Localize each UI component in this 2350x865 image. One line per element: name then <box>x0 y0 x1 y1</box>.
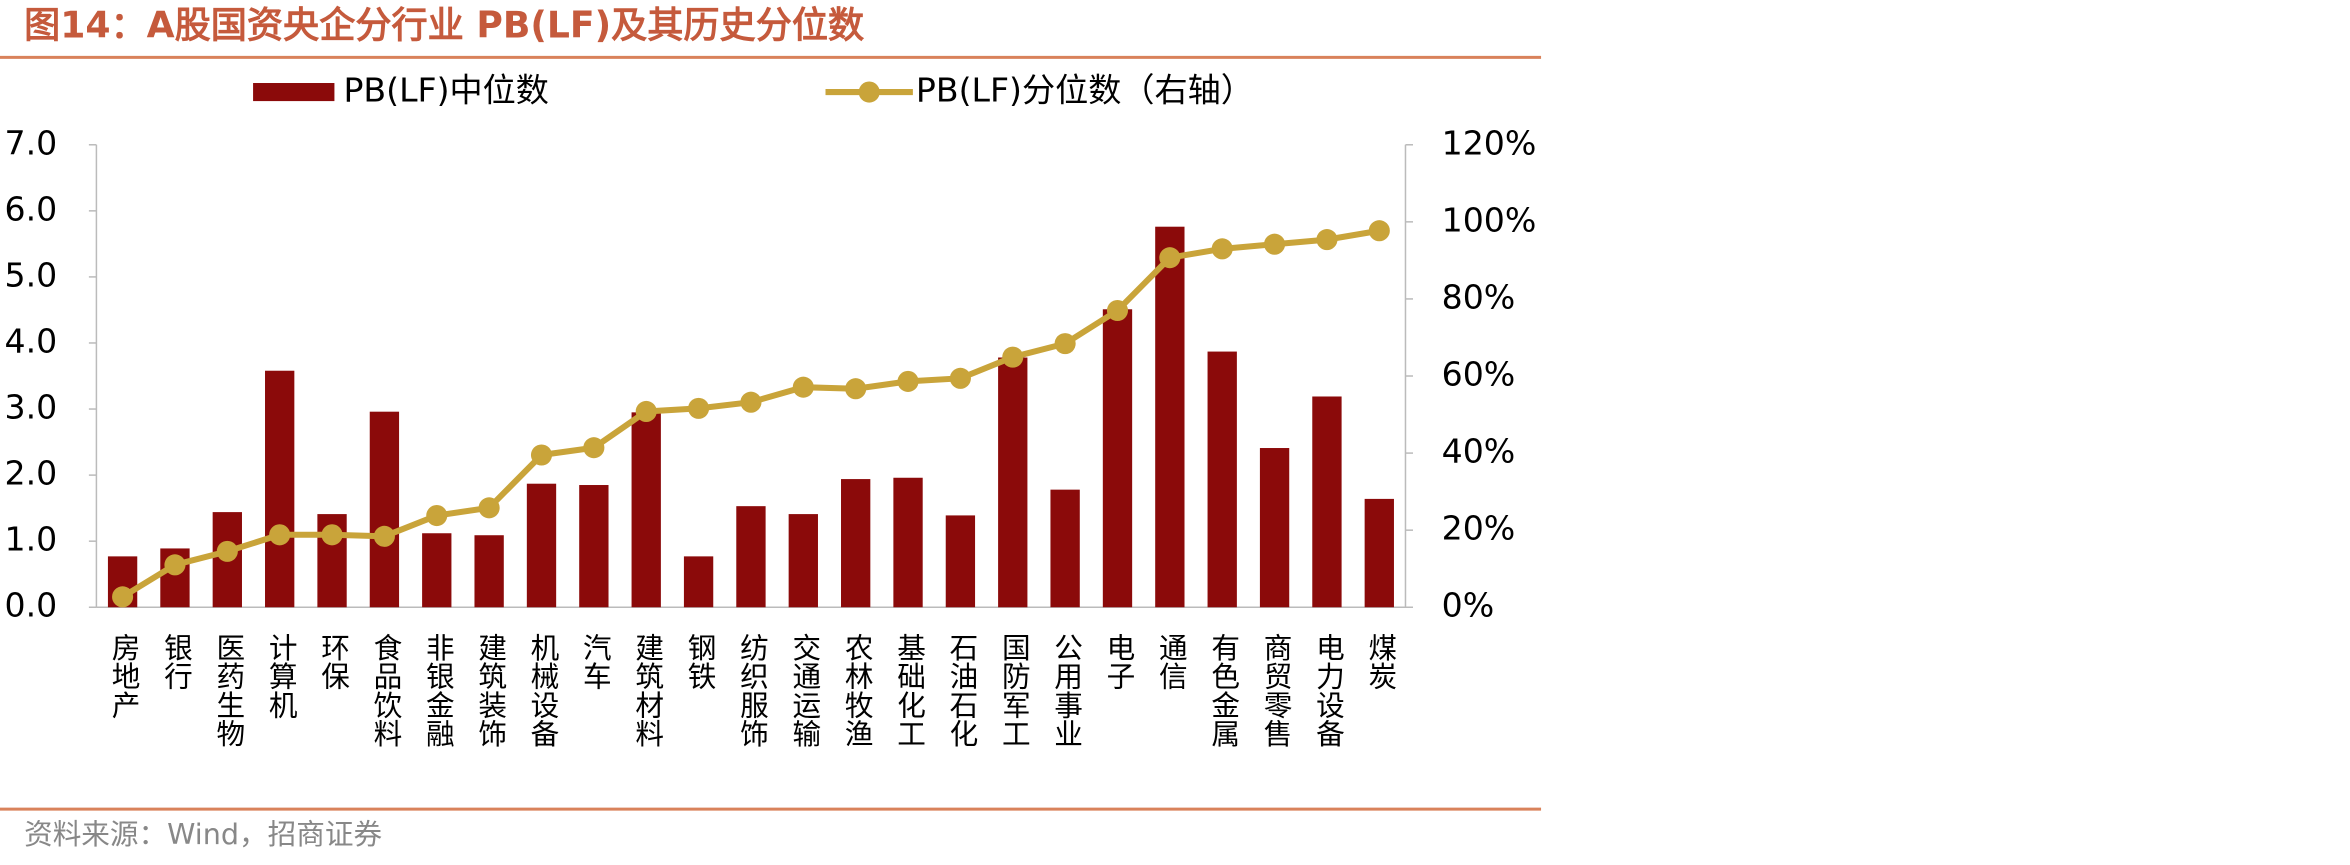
line-marker <box>478 497 500 519</box>
x-tick-label: 公用事业 <box>1050 633 1084 747</box>
x-tick-label: 机械设备 <box>526 633 560 747</box>
line-marker <box>1106 299 1129 322</box>
line-marker <box>269 524 291 546</box>
y-tick-label: 0.0 <box>5 586 58 625</box>
bar <box>1312 396 1342 608</box>
line-marker <box>164 554 186 576</box>
y2-tick-label: 20% <box>1442 509 1516 548</box>
bar <box>1102 309 1133 608</box>
x-tick-label: 农林牧渔 <box>841 633 875 747</box>
chart-title: 图14：A股国资央企分行业 PB(LF)及其历史分位数 <box>24 3 865 46</box>
line-marker <box>792 376 814 398</box>
bar <box>474 535 504 608</box>
x-tick-label: 纺织服饰 <box>736 633 770 747</box>
bar <box>736 506 766 608</box>
y-tick-label: 1.0 <box>5 520 58 559</box>
x-tick-label: 非银金融 <box>422 633 456 747</box>
line-marker <box>897 370 919 392</box>
x-tick-label: 钢铁 <box>684 633 718 690</box>
bar <box>683 556 714 608</box>
x-tick-label: 有色金属 <box>1207 633 1241 747</box>
y2-tick-label: 80% <box>1442 277 1516 316</box>
legend-swatch <box>858 81 880 103</box>
x-tick-label: 基础化工 <box>893 633 927 747</box>
y-tick-label: 2.0 <box>5 454 58 493</box>
bar <box>1207 351 1237 608</box>
x-tick-label: 环保 <box>317 633 351 690</box>
x-tick-label: 建筑材料 <box>631 633 665 747</box>
y2-tick-label: 120% <box>1442 123 1537 162</box>
y2-tick-label: 40% <box>1442 432 1516 471</box>
bar <box>841 479 871 608</box>
y2-tick-label: 100% <box>1442 200 1537 239</box>
line-marker <box>216 540 238 562</box>
bar <box>788 514 818 608</box>
bar <box>1050 489 1080 608</box>
line-marker <box>845 378 867 400</box>
x-tick-label: 房地产 <box>108 633 142 719</box>
bar <box>265 370 295 608</box>
line-marker <box>740 391 762 413</box>
x-tick-label: 国防军工 <box>998 633 1032 747</box>
line-marker <box>635 400 657 423</box>
x-tick-label: 煤炭 <box>1364 633 1398 690</box>
bar <box>1364 498 1394 608</box>
y2-tick-label: 0% <box>1442 586 1495 625</box>
y2-tick-label: 60% <box>1442 355 1516 394</box>
x-tick-label: 医药生物 <box>212 633 246 747</box>
x-tick-label: 银行 <box>160 633 194 690</box>
bar <box>998 357 1028 608</box>
line-marker <box>373 525 395 547</box>
x-tick-label: 汽车 <box>579 633 613 690</box>
line-marker <box>112 586 134 608</box>
x-tick-label: 交通运输 <box>788 633 822 747</box>
bar <box>1155 226 1185 608</box>
line-marker <box>583 437 605 459</box>
legend-swatch <box>253 83 335 102</box>
line-marker <box>1002 346 1024 368</box>
bar <box>369 411 400 608</box>
legend-label: PB(LF)中位数 <box>343 71 548 110</box>
line-marker <box>1316 229 1338 251</box>
line-marker <box>1159 247 1181 269</box>
y-tick-label: 7.0 <box>5 123 58 162</box>
x-tick-label: 建筑装饰 <box>474 633 508 747</box>
x-tick-label: 商贸零售 <box>1260 633 1294 747</box>
line-marker <box>1264 233 1286 255</box>
x-tick-label: 通信 <box>1155 633 1189 690</box>
line-marker <box>321 524 343 546</box>
y-tick-label: 5.0 <box>5 255 58 294</box>
x-tick-label: 石油石化 <box>945 633 979 747</box>
line-marker <box>426 504 448 527</box>
bar <box>1259 448 1290 608</box>
line-marker <box>949 367 971 389</box>
bar <box>422 533 452 608</box>
x-tick-label: 电力设备 <box>1312 633 1346 747</box>
line-marker <box>688 397 710 419</box>
source-note: 资料来源：Wind，招商证券 <box>24 817 382 851</box>
line-marker <box>1211 238 1233 260</box>
line-marker <box>530 444 553 466</box>
y-tick-label: 3.0 <box>5 388 58 427</box>
line-marker <box>1368 220 1390 242</box>
bar <box>579 485 609 608</box>
bar <box>945 515 976 608</box>
legend-label: PB(LF)分位数（右轴） <box>916 71 1254 110</box>
bar <box>526 483 557 608</box>
line-marker <box>1054 333 1076 355</box>
bar <box>631 412 661 608</box>
x-tick-label: 电子 <box>1102 633 1136 690</box>
x-tick-label: 食品饮料 <box>369 633 403 747</box>
y-tick-label: 4.0 <box>5 321 58 360</box>
bar <box>893 477 923 608</box>
x-tick-label: 计算机 <box>265 633 299 719</box>
y-tick-label: 6.0 <box>5 189 58 228</box>
